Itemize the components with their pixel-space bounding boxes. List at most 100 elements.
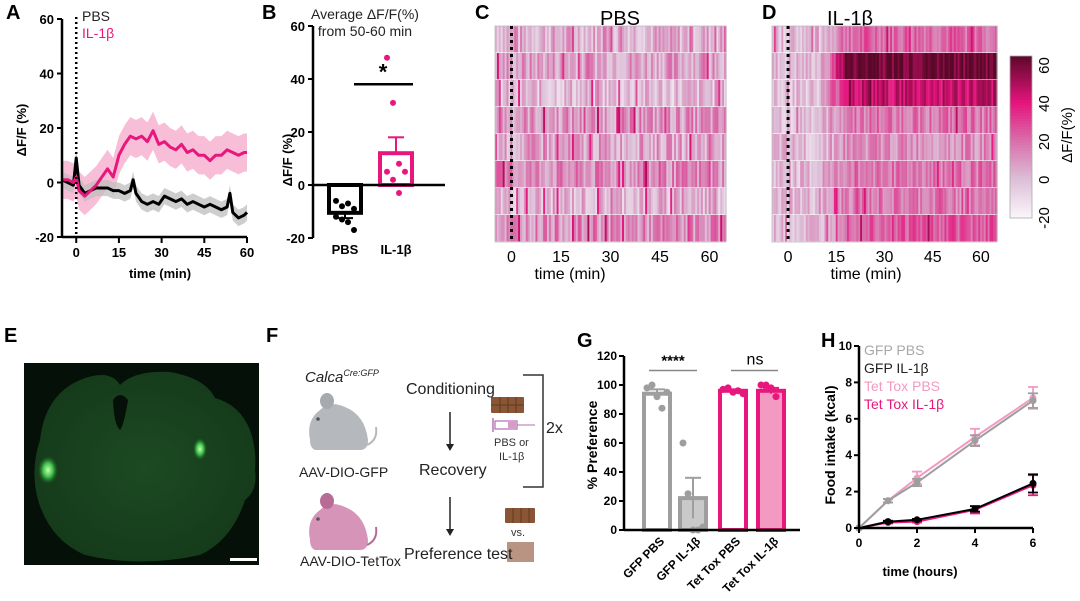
- c-heatmap-cell: [674, 80, 677, 107]
- d-heatmap-cell: [802, 26, 805, 53]
- d-heatmap-cell: [877, 80, 880, 107]
- c-heatmap-cell: [587, 53, 590, 80]
- d-heatmap-cell: [899, 188, 902, 215]
- c-heatmap-cell: [664, 26, 667, 53]
- c-heatmap-cell: [585, 53, 588, 80]
- c-heatmap-cell: [681, 53, 685, 80]
- c-heatmap-cell: [693, 161, 696, 188]
- d-heatmap-cell: [871, 134, 874, 161]
- c-heatmap-cell: [550, 215, 554, 242]
- panel-a-line-chart: ΔF/F (%) time (min) PBS IL-1β -200204060…: [14, 8, 254, 281]
- c-heatmap-cell: [525, 107, 529, 134]
- d-heatmap-cell: [779, 26, 782, 53]
- c-heatmap-cell: [683, 107, 687, 134]
- d-heatmap-cell: [790, 188, 794, 215]
- d-heatmap-cell: [993, 107, 996, 134]
- d-heatmap-cell: [777, 80, 781, 107]
- c-heatmap-cell: [720, 161, 723, 188]
- d-heatmap-cell: [803, 188, 807, 215]
- c-heatmap-cell: [623, 107, 627, 134]
- colorbar-segment: [1010, 199, 1032, 203]
- c-heatmap-cell: [672, 215, 675, 242]
- d-heatmap-cell: [841, 53, 844, 80]
- d-heatmap-cell: [792, 215, 796, 242]
- c-heatmap-cell: [708, 188, 712, 215]
- d-heatmap-cell: [837, 188, 841, 215]
- d-heatmap-cell: [811, 134, 814, 161]
- d-heatmap-cell: [989, 161, 992, 188]
- c-heatmap-cell: [606, 80, 610, 107]
- c-heatmap-cell: [566, 134, 569, 161]
- c-heatmap-cell: [677, 53, 681, 80]
- c-heatmap-cell: [529, 80, 533, 107]
- c-x-tick-label: 30: [602, 249, 620, 266]
- c-heatmap-cell: [700, 215, 704, 242]
- d-heatmap-cell: [860, 80, 863, 107]
- c-heatmap-cell: [664, 188, 667, 215]
- d-heatmap-cell: [963, 134, 966, 161]
- d-heatmap-cell: [961, 161, 964, 188]
- c-heatmap-cell: [641, 188, 644, 215]
- c-heatmap-cell: [518, 134, 521, 161]
- c-heatmap-cell: [531, 107, 535, 134]
- c-heatmap-cell: [722, 26, 725, 53]
- c-heatmap-cell: [585, 215, 588, 242]
- c-heatmap-cell: [556, 161, 560, 188]
- c-heatmap-cell: [722, 215, 725, 242]
- c-heatmap-cell: [625, 53, 629, 80]
- c-heatmap-cell: [716, 215, 719, 242]
- d-heatmap-cell: [850, 107, 854, 134]
- d-heatmap-cell: [781, 215, 784, 242]
- d-heatmap-cell: [850, 215, 854, 242]
- d-heatmap-cell: [968, 134, 972, 161]
- d-heatmap-cell: [850, 53, 854, 80]
- c-heatmap-cell: [643, 134, 646, 161]
- d-x-axis-label: time (min): [830, 266, 901, 283]
- d-heatmap-cell: [937, 215, 940, 242]
- d-heatmap-cell: [847, 107, 850, 134]
- c-heatmap-cell: [606, 134, 610, 161]
- c-heatmap-cell: [533, 134, 537, 161]
- d-heatmap-cell: [815, 188, 818, 215]
- d-heatmap-cell: [978, 26, 981, 53]
- c-heatmap-cell: [589, 188, 592, 215]
- c-heatmap-cell: [712, 107, 716, 134]
- c-heatmap-cell: [706, 80, 710, 107]
- c-heatmap-cell: [560, 215, 563, 242]
- d-heatmap-cell: [890, 107, 893, 134]
- d-heatmap-cell: [811, 26, 814, 53]
- c-heatmap-cell: [716, 134, 719, 161]
- d-heatmap-cell: [777, 53, 781, 80]
- d-heatmap-cell: [847, 188, 850, 215]
- c-heatmap-cell: [572, 134, 575, 161]
- d-heatmap-cell: [798, 53, 801, 80]
- d-heatmap-cell: [925, 80, 929, 107]
- c-heatmap-cell: [654, 107, 658, 134]
- d-heatmap-cell: [777, 134, 781, 161]
- c-heatmap-cell: [699, 26, 702, 53]
- d-heatmap-cell: [976, 53, 979, 80]
- colorbar-segment: [1010, 164, 1032, 168]
- d-heatmap-cell: [772, 215, 775, 242]
- d-heatmap-cell: [805, 188, 809, 215]
- colorbar-segment: [1010, 174, 1032, 178]
- d-heatmap-cell: [944, 215, 947, 242]
- c-heatmap-cell: [548, 215, 552, 242]
- d-heatmap-cell: [832, 80, 835, 107]
- c-heatmap-cell: [562, 134, 565, 161]
- c-heatmap-cell: [512, 188, 515, 215]
- colorbar-segment: [1010, 115, 1032, 119]
- d-heatmap-cell: [877, 188, 880, 215]
- c-heatmap-cell: [583, 188, 587, 215]
- c-heatmap-cell: [706, 107, 710, 134]
- c-heatmap-cell: [681, 107, 685, 134]
- c-heatmap-cell: [533, 80, 537, 107]
- g-y-tick-label: 20: [604, 494, 618, 508]
- d-heatmap-cell: [965, 107, 968, 134]
- c-heatmap-cell: [602, 188, 606, 215]
- d-heatmap-cell: [938, 26, 942, 53]
- d-heatmap-cell: [908, 53, 912, 80]
- panel-label-f: F: [266, 325, 279, 347]
- d-heatmap-cell: [907, 161, 910, 188]
- d-heatmap-cell: [929, 53, 932, 80]
